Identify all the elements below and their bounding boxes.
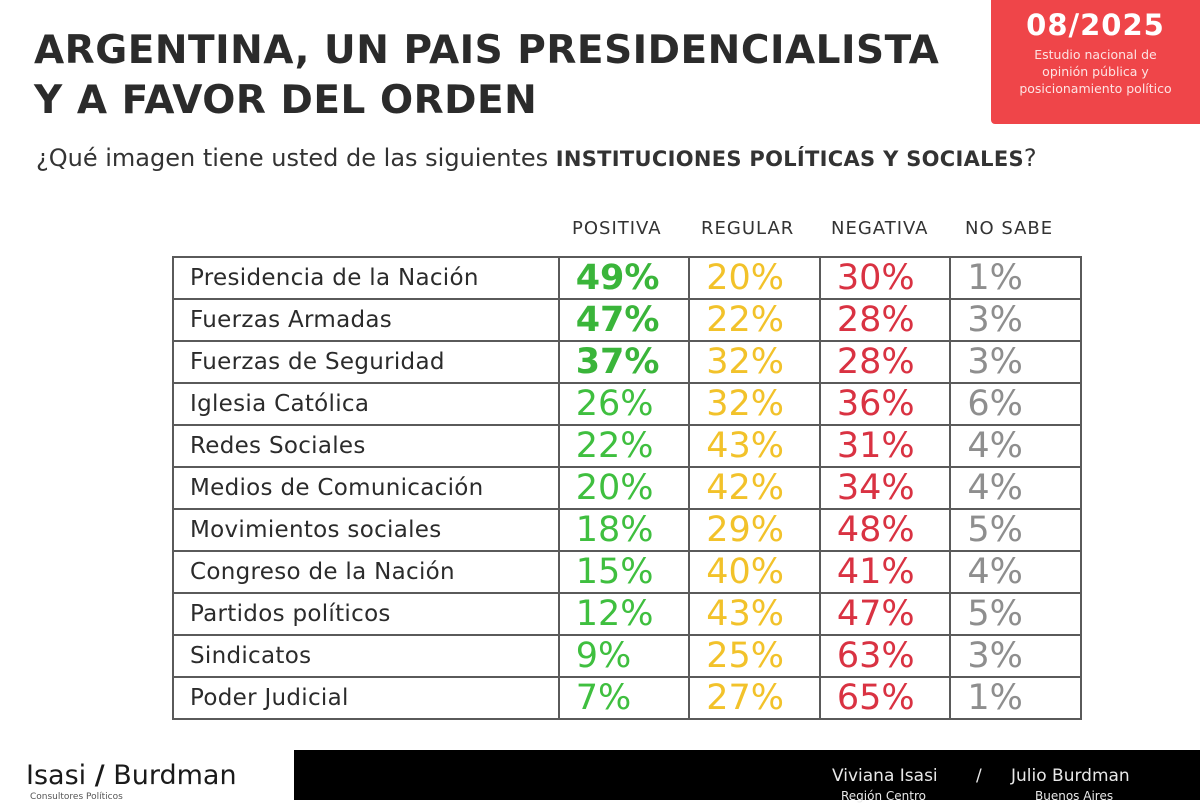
institution-label: Poder Judicial <box>172 676 560 720</box>
table-row: Medios de Comunicación 20% 42% 34% 4% <box>172 466 1082 510</box>
footer-region-1: Región Centro <box>841 789 926 803</box>
value-negativa: 31% <box>818 424 952 468</box>
value-no-sabe: 3% <box>949 340 1082 384</box>
logo-right: Burdman <box>113 760 237 791</box>
badge-line-1: Estudio nacional de <box>1034 47 1157 62</box>
institution-label: Medios de Comunicación <box>172 466 560 510</box>
institutions-table: Presidencia de la Nación 49% 20% 30% 1% Fuerz… <box>172 256 1082 720</box>
value-negativa: 65% <box>818 676 952 720</box>
badge-line-3: posicionamiento político <box>1019 81 1172 96</box>
value-regular: 42% <box>688 466 821 510</box>
footer-separator: / <box>976 766 982 786</box>
value-no-sabe: 5% <box>949 592 1082 636</box>
value-regular: 43% <box>688 592 821 636</box>
header-positiva: POSITIVA <box>572 218 662 239</box>
value-positiva: 26% <box>557 382 691 426</box>
badge-date: 08/2025 <box>1026 8 1165 42</box>
value-positiva: 22% <box>557 424 691 468</box>
footer-bar: Viviana Isasi / Julio Burdman Región Cen… <box>294 750 1200 803</box>
institution-label: Movimientos sociales <box>172 508 560 552</box>
value-positiva: 20% <box>557 466 691 510</box>
institution-label: Congreso de la Nación <box>172 550 560 594</box>
value-negativa: 28% <box>818 340 952 384</box>
institution-label: Iglesia Católica <box>172 382 560 426</box>
value-no-sabe: 4% <box>949 550 1082 594</box>
badge-line-2: opinión pública y <box>1042 64 1149 79</box>
value-negativa: 47% <box>818 592 952 636</box>
logo-slash: / <box>94 760 105 791</box>
table-row: Fuerzas de Seguridad 37% 32% 28% 3% <box>172 340 1082 384</box>
header-negativa: NEGATIVA <box>831 218 929 239</box>
value-regular: 32% <box>688 340 821 384</box>
survey-question: ¿Qué imagen tiene usted de las siguiente… <box>36 144 1037 172</box>
value-no-sabe: 5% <box>949 508 1082 552</box>
value-no-sabe: 4% <box>949 466 1082 510</box>
institution-label: Partidos políticos <box>172 592 560 636</box>
value-regular: 25% <box>688 634 821 678</box>
value-regular: 40% <box>688 550 821 594</box>
table-row: Partidos políticos 12% 43% 47% 5% <box>172 592 1082 636</box>
value-negativa: 34% <box>818 466 952 510</box>
footer-region-2: Buenos Aires <box>1035 789 1114 803</box>
table-body: Presidencia de la Nación 49% 20% 30% 1% Fuerz… <box>172 256 1082 720</box>
institution-label: Presidencia de la Nación <box>172 256 560 300</box>
footer-name-2: Julio Burdman <box>1011 766 1130 786</box>
value-negativa: 28% <box>818 298 952 342</box>
value-no-sabe: 4% <box>949 424 1082 468</box>
value-no-sabe: 1% <box>949 256 1082 300</box>
value-positiva: 47% <box>557 298 691 342</box>
question-text: ¿Qué imagen tiene usted de las siguiente… <box>36 144 556 172</box>
date-badge: 08/2025 Estudio nacional de opinión públ… <box>991 0 1200 124</box>
value-positiva: 49% <box>557 256 691 300</box>
value-negativa: 63% <box>818 634 952 678</box>
institution-label: Fuerzas de Seguridad <box>172 340 560 384</box>
badge-subtitle: Estudio nacional de opinión pública y po… <box>991 46 1200 97</box>
table-row: Redes Sociales 22% 43% 31% 4% <box>172 424 1082 468</box>
value-positiva: 37% <box>557 340 691 384</box>
question-end: ? <box>1023 144 1037 172</box>
value-positiva: 15% <box>557 550 691 594</box>
title-line-1: ARGENTINA, UN PAIS PRESIDENCIALISTA <box>34 28 940 73</box>
value-regular: 20% <box>688 256 821 300</box>
value-regular: 43% <box>688 424 821 468</box>
institution-label: Redes Sociales <box>172 424 560 468</box>
value-no-sabe: 3% <box>949 298 1082 342</box>
value-regular: 27% <box>688 676 821 720</box>
table-row: Fuerzas Armadas 47% 22% 28% 3% <box>172 298 1082 342</box>
table-row: Congreso de la Nación 15% 40% 41% 4% <box>172 550 1082 594</box>
institution-label: Fuerzas Armadas <box>172 298 560 342</box>
brand-logo: Isasi / Burdman <box>26 760 237 791</box>
table-row: Iglesia Católica 26% 32% 36% 6% <box>172 382 1082 426</box>
value-negativa: 36% <box>818 382 952 426</box>
value-positiva: 9% <box>557 634 691 678</box>
value-negativa: 48% <box>818 508 952 552</box>
page-title: ARGENTINA, UN PAIS PRESIDENCIALISTA Y A … <box>34 26 939 126</box>
question-emphasis: INSTITUCIONES POLÍTICAS Y SOCIALES <box>555 147 1024 171</box>
value-regular: 29% <box>688 508 821 552</box>
value-regular: 32% <box>688 382 821 426</box>
value-positiva: 18% <box>557 508 691 552</box>
institution-label: Sindicatos <box>172 634 560 678</box>
value-no-sabe: 1% <box>949 676 1082 720</box>
logo-subtitle: Consultores Políticos <box>30 792 123 802</box>
table-row: Poder Judicial 7% 27% 65% 1% <box>172 676 1082 720</box>
footer-name-1: Viviana Isasi <box>832 766 938 786</box>
value-positiva: 12% <box>557 592 691 636</box>
value-no-sabe: 3% <box>949 634 1082 678</box>
value-no-sabe: 6% <box>949 382 1082 426</box>
header-no-sabe: NO SABE <box>965 218 1054 239</box>
table-row: Sindicatos 9% 25% 63% 3% <box>172 634 1082 678</box>
value-negativa: 30% <box>818 256 952 300</box>
title-line-2: Y A FAVOR DEL ORDEN <box>34 78 538 123</box>
column-headers: POSITIVA REGULAR NEGATIVA NO SABE <box>0 218 1200 244</box>
header-regular: REGULAR <box>701 218 795 239</box>
table-row: Presidencia de la Nación 49% 20% 30% 1% <box>172 256 1082 300</box>
table-row: Movimientos sociales 18% 29% 48% 5% <box>172 508 1082 552</box>
value-negativa: 41% <box>818 550 952 594</box>
value-regular: 22% <box>688 298 821 342</box>
value-positiva: 7% <box>557 676 691 720</box>
logo-left: Isasi <box>26 760 87 791</box>
